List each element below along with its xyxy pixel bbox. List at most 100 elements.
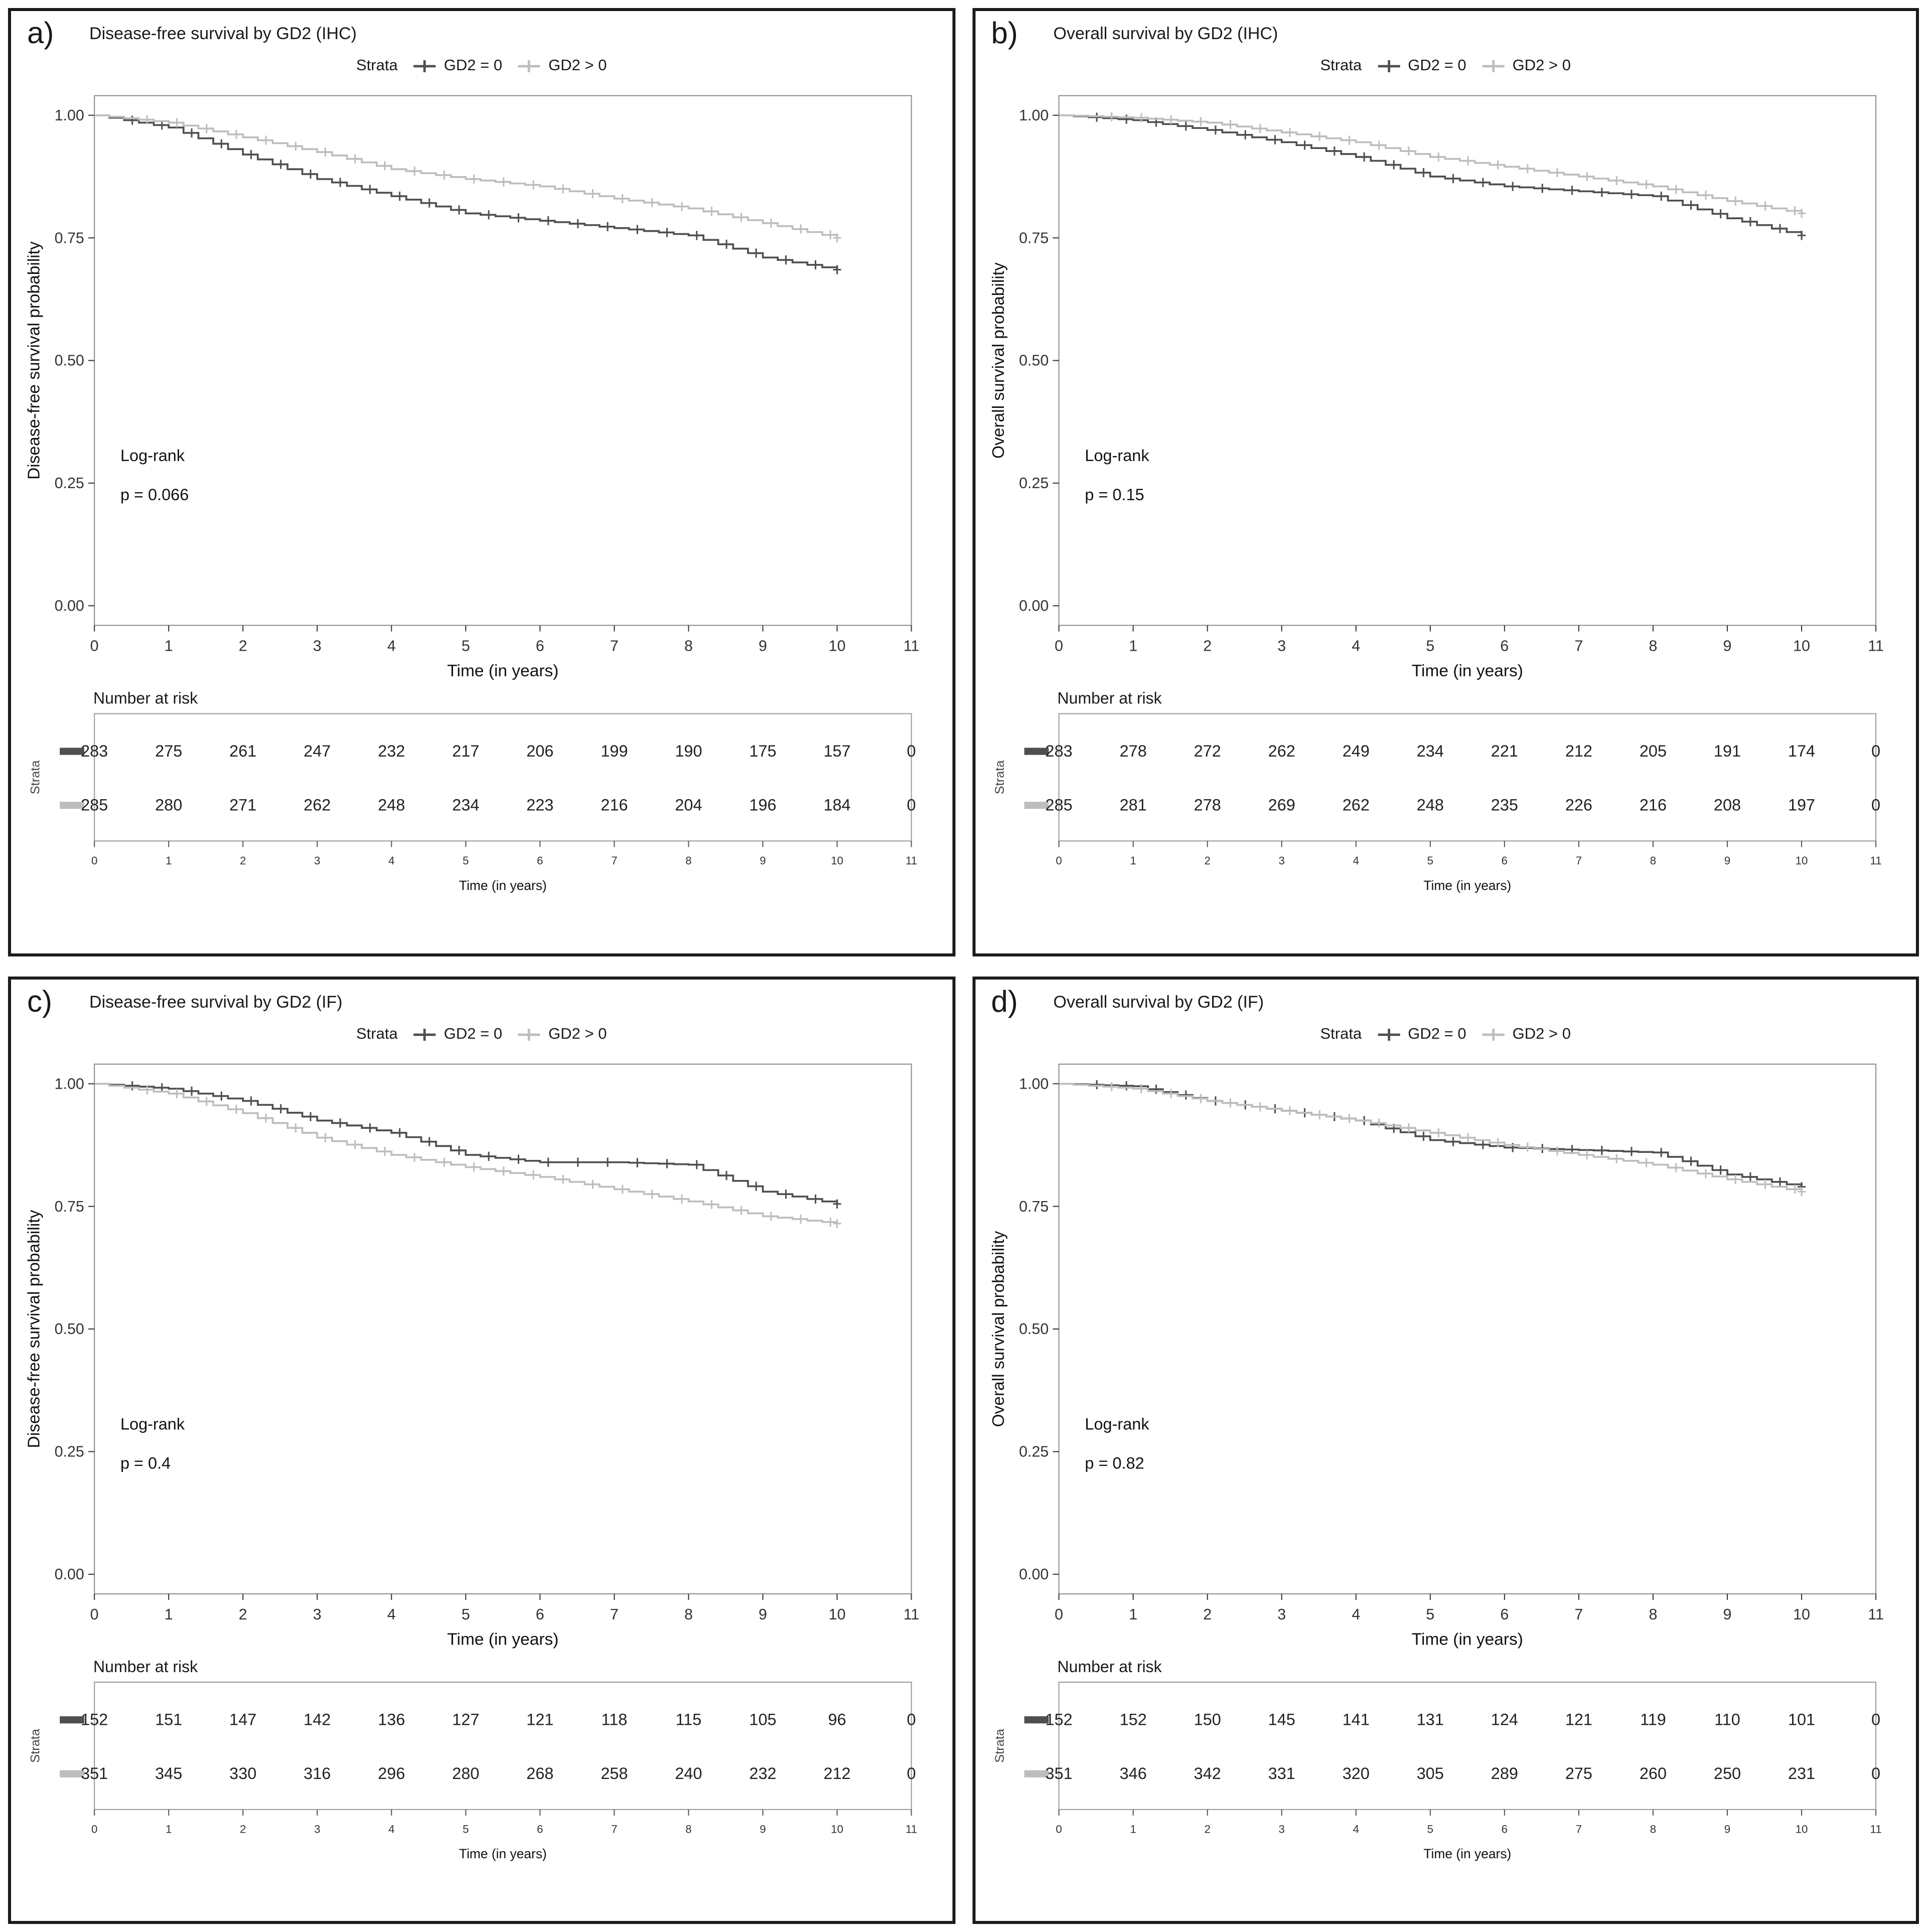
censor-marks-gd2-0 — [128, 115, 841, 274]
svg-text:147: 147 — [229, 1710, 256, 1728]
svg-text:5: 5 — [463, 854, 469, 867]
panel-header: b) Overall survival by GD2 (IHC) — [987, 19, 1903, 49]
svg-text:96: 96 — [828, 1710, 846, 1728]
svg-text:0: 0 — [91, 854, 97, 867]
legend-item-label: GD2 > 0 — [1512, 57, 1571, 75]
risk-table-header: Number at risk — [93, 1658, 198, 1676]
svg-text:249: 249 — [1342, 742, 1369, 760]
plot-border — [94, 1063, 912, 1594]
svg-text:0.25: 0.25 — [55, 475, 84, 492]
svg-text:234: 234 — [452, 796, 479, 814]
svg-text:115: 115 — [676, 1710, 702, 1728]
svg-text:6: 6 — [537, 1822, 543, 1835]
svg-text:8: 8 — [1648, 1605, 1657, 1622]
km-curve-gd2-pos — [94, 1082, 838, 1223]
svg-text:305: 305 — [1416, 1764, 1443, 1782]
svg-text:223: 223 — [526, 796, 553, 814]
svg-text:199: 199 — [601, 742, 628, 760]
svg-text:127: 127 — [452, 1710, 479, 1728]
svg-text:Overall survival probability: Overall survival probability — [989, 1230, 1007, 1426]
svg-text:175: 175 — [749, 742, 776, 760]
chart-title: Overall survival by GD2 (IF) — [1053, 992, 1264, 1011]
svg-text:7: 7 — [610, 637, 619, 654]
svg-text:217: 217 — [452, 742, 479, 760]
svg-text:p = 0.82: p = 0.82 — [1084, 1454, 1143, 1472]
svg-text:330: 330 — [229, 1764, 256, 1782]
svg-text:4: 4 — [388, 1822, 394, 1835]
legend-item-gd2-0: GD2 = 0 — [1376, 1025, 1466, 1044]
svg-text:0.75: 0.75 — [1018, 229, 1048, 246]
svg-text:10: 10 — [831, 854, 843, 867]
censor-marks-gd2-0 — [128, 1081, 841, 1208]
svg-text:248: 248 — [378, 796, 405, 814]
censor-marks-gd2-pos — [143, 1084, 841, 1228]
svg-text:2: 2 — [239, 1605, 247, 1622]
svg-text:6: 6 — [536, 637, 544, 654]
svg-text:278: 278 — [1194, 796, 1221, 814]
risk-table-border — [1058, 713, 1876, 842]
svg-text:208: 208 — [1713, 796, 1740, 814]
svg-text:11: 11 — [904, 1605, 920, 1622]
legend: Strata GD2 = 0 GD2 > 0 — [23, 1025, 940, 1044]
svg-text:Time (in years): Time (in years) — [459, 1846, 547, 1861]
svg-text:0: 0 — [907, 1710, 916, 1728]
legend-item-gd2-pos: GD2 > 0 — [516, 57, 607, 75]
svg-text:5: 5 — [462, 637, 470, 654]
svg-text:9: 9 — [1723, 637, 1731, 654]
svg-text:142: 142 — [304, 1710, 331, 1728]
plus-marker-icon — [1482, 1028, 1505, 1041]
legend: Strata GD2 = 0 GD2 > 0 — [987, 57, 1903, 75]
panel-b: b) Overall survival by GD2 (IHC) Strata … — [972, 8, 1919, 956]
svg-text:9: 9 — [760, 1822, 766, 1835]
svg-text:1: 1 — [166, 1822, 172, 1835]
svg-text:206: 206 — [526, 742, 553, 760]
legend-item-gd2-pos: GD2 > 0 — [516, 1025, 607, 1044]
svg-text:196: 196 — [749, 796, 776, 814]
km-plot-svg: 0.00 0.25 0.50 0.75 1.00 0 1 2 3 4 5 6 7 8 9 10 11 Time (… — [25, 1063, 920, 1649]
svg-text:0: 0 — [91, 1822, 97, 1835]
panel-c: c) Disease-free survival by GD2 (IF) Str… — [8, 976, 955, 1924]
svg-text:283: 283 — [81, 742, 108, 760]
svg-text:145: 145 — [1268, 1710, 1295, 1728]
svg-text:2: 2 — [1203, 637, 1211, 654]
svg-text:271: 271 — [229, 796, 256, 814]
svg-text:1.00: 1.00 — [55, 1075, 84, 1092]
svg-text:0.00: 0.00 — [1018, 598, 1048, 615]
legend-strata-label: Strata — [1320, 57, 1362, 75]
svg-text:232: 232 — [378, 742, 405, 760]
svg-text:Time (in years): Time (in years) — [1423, 1846, 1511, 1861]
km-curve-gd2-pos — [1058, 114, 1802, 214]
svg-text:0: 0 — [1871, 796, 1880, 814]
svg-text:Disease-free survival probabil: Disease-free survival probability — [25, 1209, 43, 1447]
panel-header: c) Disease-free survival by GD2 (IF) — [23, 986, 940, 1017]
svg-text:6: 6 — [536, 1605, 544, 1622]
svg-text:285: 285 — [81, 796, 108, 814]
svg-text:0: 0 — [1054, 637, 1063, 654]
legend-strata-label: Strata — [1320, 1025, 1362, 1043]
svg-text:5: 5 — [1427, 854, 1433, 867]
risk-table: Strata 152 151 147 142 136 127 121 118 115 105 96 0 3… — [23, 1677, 940, 1870]
svg-text:234: 234 — [1416, 742, 1443, 760]
svg-text:9: 9 — [759, 637, 767, 654]
svg-text:0.50: 0.50 — [1018, 352, 1048, 369]
legend-item-label: GD2 = 0 — [443, 1025, 503, 1043]
plus-marker-icon — [413, 60, 436, 73]
svg-text:118: 118 — [602, 1710, 628, 1728]
plus-marker-icon — [518, 1028, 541, 1041]
legend-item-label: GD2 = 0 — [1408, 1025, 1466, 1043]
svg-text:141: 141 — [1342, 1710, 1369, 1728]
svg-text:0: 0 — [1055, 854, 1061, 867]
svg-text:11: 11 — [1867, 637, 1883, 654]
chart-title: Disease-free survival by GD2 (IHC) — [89, 24, 357, 44]
svg-text:124: 124 — [1491, 1710, 1518, 1728]
svg-text:0: 0 — [90, 637, 99, 654]
svg-text:2: 2 — [239, 637, 247, 654]
svg-text:320: 320 — [1342, 1764, 1369, 1782]
svg-text:7: 7 — [1574, 1605, 1582, 1622]
km-plot: 0.00 0.25 0.50 0.75 1.00 0 1 2 3 4 5 6 7 8 9 10 11 Time (… — [987, 1044, 1903, 1655]
svg-text:2: 2 — [1204, 854, 1210, 867]
svg-text:4: 4 — [387, 637, 396, 654]
svg-text:0: 0 — [90, 1605, 99, 1622]
